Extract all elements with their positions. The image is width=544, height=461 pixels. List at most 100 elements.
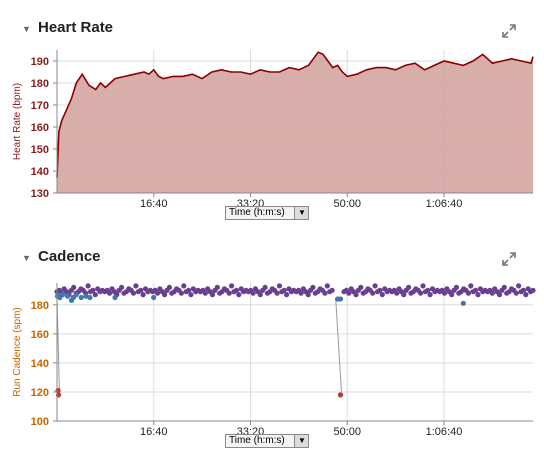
cadence-point <box>250 290 256 296</box>
time-select-label: Time (h:m:s) <box>229 207 285 218</box>
cadence-point <box>166 284 172 290</box>
cadence-point <box>346 290 352 296</box>
cadence-point-low <box>337 296 344 302</box>
cadence-point <box>262 284 268 290</box>
y-tick-label: 190 <box>31 56 49 68</box>
chevron-down-icon[interactable]: ▼ <box>294 207 308 219</box>
cadence-point <box>520 287 527 293</box>
cadence-header: ▼ Cadence <box>0 238 544 272</box>
cadence-point <box>92 292 98 298</box>
cadence-point <box>513 290 519 296</box>
heart-rate-panel: ▼ Heart Rate 130 140 150 160 170 180 190 16:40 3… <box>0 0 544 230</box>
heart-rate-area <box>57 52 533 194</box>
cadence-point <box>353 292 359 298</box>
time-select-label: Time (h:m:s) <box>229 435 285 446</box>
cadence-point <box>298 290 304 296</box>
heart-rate-title: Heart Rate <box>38 19 114 36</box>
cadence-point-low <box>87 294 93 301</box>
cadence-point <box>418 290 424 296</box>
y-tick-label: 140 <box>31 166 49 178</box>
cadence-point <box>468 283 474 289</box>
cadence-point <box>453 284 460 290</box>
cadence-point <box>202 290 208 296</box>
cadence-point-low <box>73 292 79 298</box>
cadence-point-low <box>460 300 466 306</box>
expand-arrows-icon[interactable] <box>502 252 516 266</box>
cadence-time-axis-select[interactable]: Time (h:m:s) ▼ <box>225 434 309 448</box>
collapse-triangle-icon[interactable]: ▼ <box>22 24 31 34</box>
cadence-point <box>85 283 91 289</box>
y-tick-label: 100 <box>31 416 49 428</box>
cadence-point <box>138 287 144 293</box>
cadence-point <box>162 292 168 298</box>
x-tick-label: 16:40 <box>140 426 168 438</box>
cadence-point <box>119 284 125 290</box>
cadence-point <box>425 287 431 293</box>
cadence-point <box>394 290 400 296</box>
cadence-point <box>133 283 139 289</box>
cadence-point <box>188 292 194 298</box>
chevron-down-icon[interactable]: ▼ <box>294 435 308 447</box>
cadence-point <box>530 287 536 293</box>
cadence-point <box>281 287 287 293</box>
cadence-title: Cadence <box>38 248 101 265</box>
cadence-point <box>305 292 311 298</box>
heart-rate-line <box>56 51 534 178</box>
cadence-point <box>274 290 280 296</box>
cadence-point <box>310 284 316 290</box>
cadence-point <box>401 292 407 298</box>
cadence-point <box>475 292 481 298</box>
cadence-point <box>322 290 328 296</box>
cadence-point <box>154 290 161 296</box>
y-tick-label: 130 <box>31 188 49 200</box>
cadence-point <box>516 283 522 289</box>
cadence-point <box>257 292 263 298</box>
cadence-point <box>496 292 503 298</box>
cadence-point <box>209 292 216 298</box>
cadence-point <box>181 283 187 289</box>
cadence-point <box>236 292 242 298</box>
cadence-point <box>214 284 220 290</box>
cadence-point <box>427 292 433 298</box>
cadence-point <box>324 283 330 289</box>
y-tick-label: 180 <box>31 78 49 90</box>
y-tick-label: 170 <box>31 100 49 112</box>
heart-rate-time-axis-select[interactable]: Time (h:m:s) ▼ <box>225 206 309 220</box>
cadence-point-low <box>151 294 157 301</box>
cadence-point-low <box>65 293 71 299</box>
x-tick-label: 16:40 <box>140 198 168 210</box>
cadence-point <box>449 292 455 298</box>
cadence-point <box>441 290 448 296</box>
cadence-point <box>226 290 232 296</box>
y-tick-label: 150 <box>31 144 49 156</box>
y-axis-label: Run Cadence (spm) <box>12 307 23 396</box>
y-tick-label: 140 <box>31 358 49 370</box>
cadence-point <box>370 290 376 296</box>
cadence-point <box>523 292 529 298</box>
cadence-point <box>233 287 239 293</box>
cadence-point <box>329 287 335 293</box>
cadence-point <box>229 283 235 289</box>
y-tick-label: 160 <box>31 329 49 341</box>
cadence-point-low <box>83 293 89 299</box>
expand-arrows-icon[interactable] <box>502 24 516 38</box>
y-tick-label: 180 <box>31 300 49 312</box>
y-tick-label: 120 <box>31 387 49 399</box>
cadence-point-stopped <box>337 392 344 398</box>
x-tick-label: 50:00 <box>333 426 361 438</box>
cadence-drop-line <box>335 297 342 392</box>
cadence-point <box>90 287 96 293</box>
cadence-point <box>473 287 479 293</box>
cadence-point <box>186 287 192 293</box>
cadence-point <box>377 287 383 293</box>
cadence-point <box>140 292 146 298</box>
cadence-point <box>107 290 113 296</box>
collapse-triangle-icon[interactable]: ▼ <box>22 253 31 263</box>
cadence-point <box>420 283 426 289</box>
y-tick-label: 160 <box>31 122 49 134</box>
cadence-point <box>71 284 77 290</box>
cadence-point <box>276 283 283 289</box>
cadence-point-low <box>112 294 118 301</box>
